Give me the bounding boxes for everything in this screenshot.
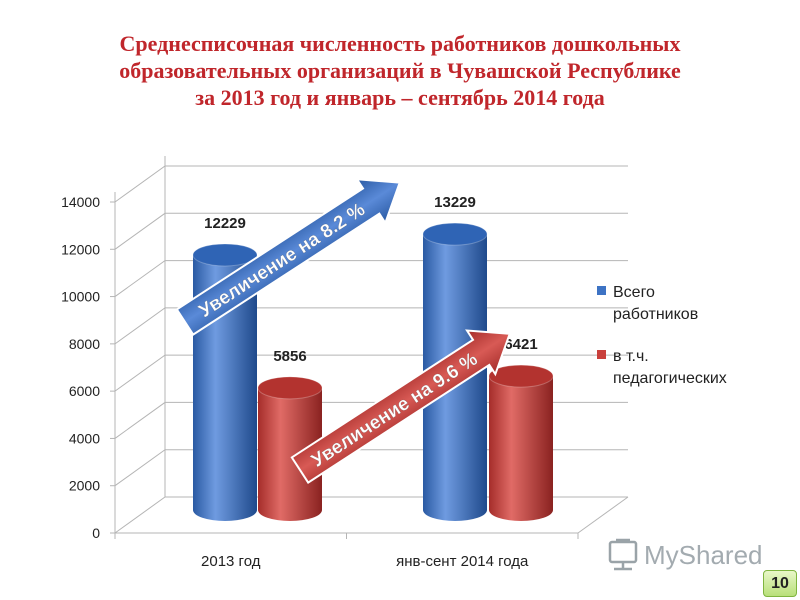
data-label: 6421 bbox=[504, 336, 537, 353]
data-labels: 12229 13229 5856 6421 bbox=[204, 194, 538, 365]
data-label: 13229 bbox=[434, 194, 476, 211]
title-line: Среднесписочная численность работников д… bbox=[119, 31, 681, 56]
y-tick-label: 4000 bbox=[69, 430, 100, 446]
bar-top bbox=[192, 243, 258, 267]
y-tick-label: 0 bbox=[92, 525, 100, 541]
legend-swatch bbox=[597, 350, 606, 359]
data-label: 5856 bbox=[273, 348, 306, 365]
y-tick-label: 14000 bbox=[61, 194, 100, 210]
y-tick-label: 6000 bbox=[69, 383, 100, 399]
y-tick-label: 12000 bbox=[61, 241, 100, 257]
presentation-board-icon bbox=[608, 538, 638, 571]
arrow-shape bbox=[290, 329, 512, 484]
legend-label: в т.ч. педагогических bbox=[613, 348, 727, 387]
legend: Всего работников в т.ч. педагогических bbox=[597, 284, 727, 387]
bar-top bbox=[422, 222, 488, 246]
bar-body bbox=[489, 376, 553, 521]
x-tick-label: янв-сент 2014 года bbox=[396, 553, 529, 570]
watermark: MyShared bbox=[606, 536, 766, 572]
gridline bbox=[114, 212, 628, 250]
gridline bbox=[114, 165, 628, 203]
arrow-shape bbox=[175, 178, 402, 336]
title-line: образовательных организаций в Чувашской … bbox=[119, 58, 681, 83]
title-line: за 2013 год и январь – сентябрь 2014 год… bbox=[195, 85, 605, 110]
x-axis: 2013 год янв-сент 2014 года bbox=[201, 553, 529, 570]
legend-label: Всего работников bbox=[613, 284, 698, 323]
y-axis: 0 2000 4000 6000 8000 10000 12000 14000 bbox=[61, 194, 100, 541]
y-tick-label: 8000 bbox=[69, 336, 100, 352]
bar-top bbox=[488, 364, 554, 388]
data-label: 12229 bbox=[204, 215, 246, 232]
gridline bbox=[114, 260, 628, 297]
page-title: Среднесписочная численность работников д… bbox=[30, 30, 770, 111]
y-tick-label: 10000 bbox=[61, 289, 100, 305]
bar-body bbox=[258, 387, 322, 521]
bar bbox=[257, 376, 323, 521]
watermark-text: MyShared bbox=[644, 540, 763, 570]
y-tick-label: 2000 bbox=[69, 478, 100, 494]
x-tick-label: 2013 год bbox=[201, 553, 261, 570]
bar-top bbox=[257, 376, 323, 400]
legend-swatch bbox=[597, 286, 606, 295]
bar bbox=[488, 364, 554, 521]
page-number-badge: 10 bbox=[763, 570, 797, 597]
